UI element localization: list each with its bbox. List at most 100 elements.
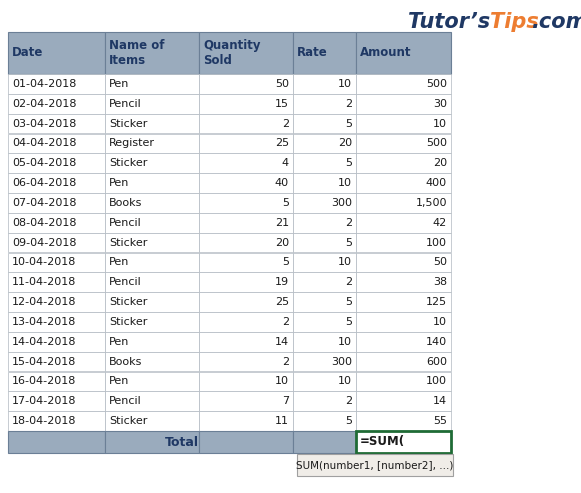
Text: 2: 2	[282, 317, 289, 327]
Text: 21: 21	[275, 218, 289, 228]
Bar	[105, 233, 199, 252]
Bar	[356, 134, 451, 153]
Text: 55: 55	[433, 416, 447, 426]
Text: 10-04-2018: 10-04-2018	[12, 257, 76, 267]
Text: 38: 38	[433, 277, 447, 287]
Bar	[199, 233, 293, 252]
Text: Pencil: Pencil	[109, 277, 142, 287]
Bar	[293, 312, 356, 332]
Bar	[356, 352, 451, 372]
Bar	[105, 134, 199, 153]
Text: 14: 14	[433, 396, 447, 406]
Text: 10: 10	[338, 377, 352, 387]
Text: 20: 20	[338, 139, 352, 148]
Text: 5: 5	[282, 198, 289, 208]
Bar	[8, 352, 105, 372]
Text: 12-04-2018: 12-04-2018	[12, 297, 77, 307]
Bar	[8, 134, 105, 153]
Text: Pen: Pen	[109, 257, 130, 267]
Text: 20: 20	[275, 238, 289, 247]
Text: 10: 10	[338, 257, 352, 267]
Bar	[105, 292, 199, 312]
Text: 2: 2	[345, 99, 352, 109]
Text: 10: 10	[275, 377, 289, 387]
Bar	[356, 213, 451, 233]
Bar	[199, 292, 293, 312]
Bar	[105, 193, 199, 213]
Text: Pen: Pen	[109, 337, 130, 347]
Text: 600: 600	[426, 356, 447, 367]
Bar	[105, 431, 199, 453]
Bar	[8, 94, 105, 114]
Bar	[199, 391, 293, 411]
Text: 16-04-2018: 16-04-2018	[12, 377, 76, 387]
Text: Tips: Tips	[490, 12, 539, 32]
Text: Sticker: Sticker	[109, 158, 148, 168]
Bar	[105, 391, 199, 411]
Bar	[8, 411, 105, 431]
Bar	[356, 233, 451, 252]
Bar	[8, 391, 105, 411]
Bar	[293, 173, 356, 193]
Bar	[199, 272, 293, 292]
Bar	[105, 213, 199, 233]
Bar	[356, 411, 451, 431]
Bar	[105, 74, 199, 94]
Text: 5: 5	[345, 416, 352, 426]
Bar	[293, 391, 356, 411]
Bar	[356, 252, 451, 272]
Bar	[293, 431, 356, 453]
Text: 125: 125	[426, 297, 447, 307]
Bar	[105, 153, 199, 173]
Text: 400: 400	[426, 178, 447, 188]
Bar	[199, 173, 293, 193]
Bar	[293, 272, 356, 292]
Bar	[8, 32, 105, 74]
Text: Pen: Pen	[109, 178, 130, 188]
Bar	[199, 213, 293, 233]
Text: 25: 25	[275, 297, 289, 307]
Text: .com: .com	[531, 12, 581, 32]
Text: SUM(number1, [number2], ...): SUM(number1, [number2], ...)	[296, 460, 454, 470]
Text: 4: 4	[282, 158, 289, 168]
Text: 10: 10	[338, 337, 352, 347]
Text: 13-04-2018: 13-04-2018	[12, 317, 76, 327]
Bar	[105, 173, 199, 193]
Text: =SUM(: =SUM(	[360, 435, 405, 449]
Text: Pencil: Pencil	[109, 218, 142, 228]
Text: Books: Books	[109, 198, 142, 208]
Bar	[356, 292, 451, 312]
Bar	[293, 94, 356, 114]
Bar	[105, 372, 199, 391]
Text: 2: 2	[282, 356, 289, 367]
Bar	[8, 153, 105, 173]
Bar	[8, 431, 105, 453]
Bar	[293, 134, 356, 153]
Text: 10: 10	[338, 178, 352, 188]
Bar	[8, 292, 105, 312]
Text: 42: 42	[433, 218, 447, 228]
Bar	[356, 94, 451, 114]
Bar	[199, 352, 293, 372]
Text: 100: 100	[426, 238, 447, 247]
Bar	[8, 173, 105, 193]
Bar	[199, 134, 293, 153]
Text: 5: 5	[345, 317, 352, 327]
Bar	[356, 332, 451, 352]
Text: 500: 500	[426, 79, 447, 89]
Bar	[293, 252, 356, 272]
Bar	[105, 332, 199, 352]
Bar	[199, 32, 293, 74]
Bar	[356, 193, 451, 213]
Bar	[199, 94, 293, 114]
Bar	[105, 411, 199, 431]
Bar	[293, 114, 356, 134]
Bar	[8, 312, 105, 332]
Bar	[199, 332, 293, 352]
Bar	[356, 312, 451, 332]
Text: 11: 11	[275, 416, 289, 426]
Text: 25: 25	[275, 139, 289, 148]
Text: Quantity
Sold: Quantity Sold	[203, 39, 260, 67]
Text: 2: 2	[345, 396, 352, 406]
Text: 15-04-2018: 15-04-2018	[12, 356, 76, 367]
